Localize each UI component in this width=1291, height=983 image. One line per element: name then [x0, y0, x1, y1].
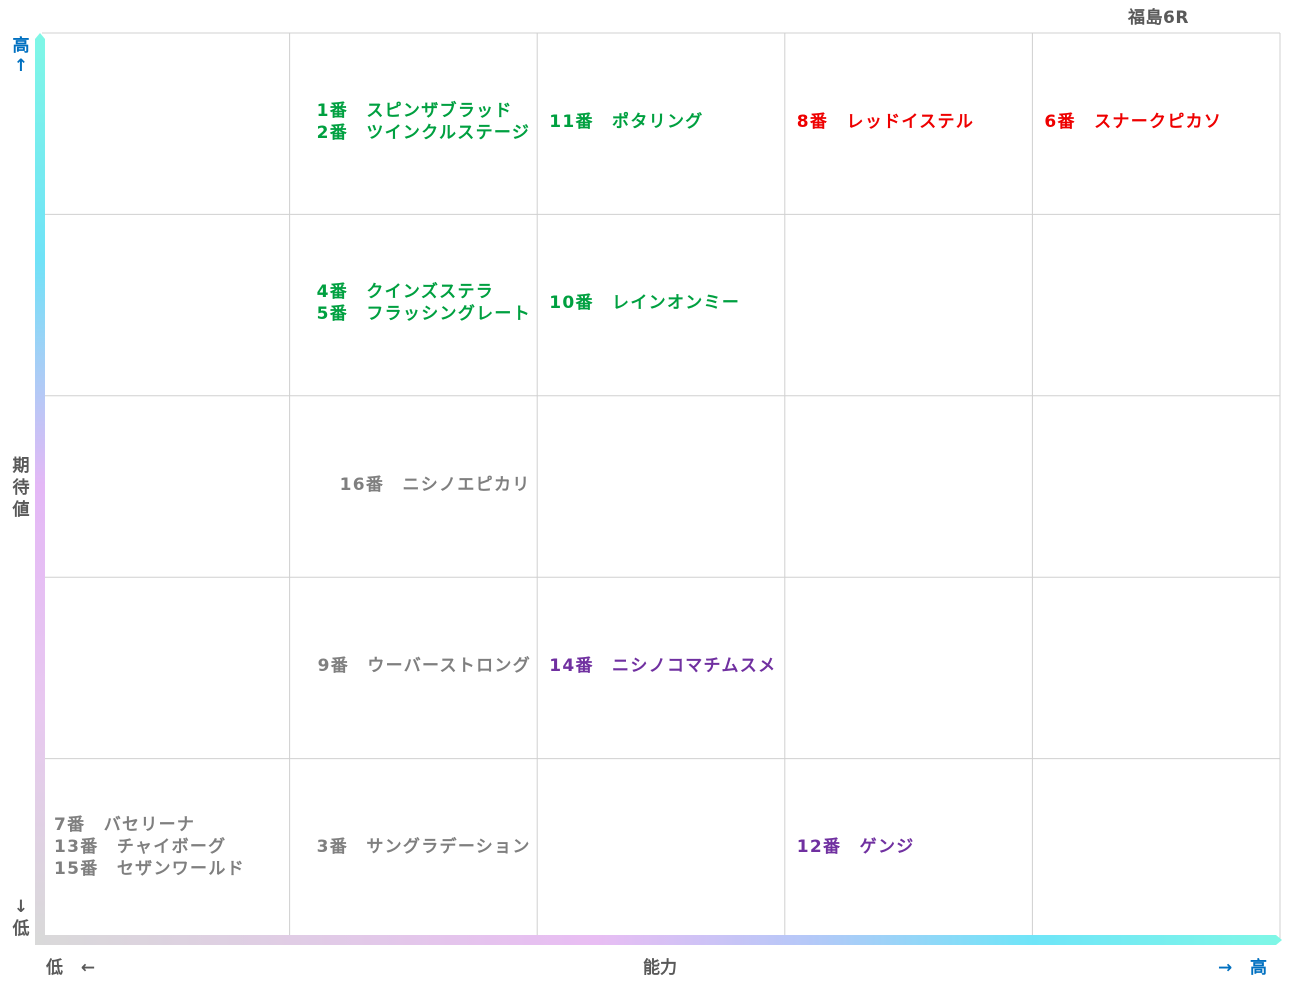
- y-axis-high-label: 高 ↑: [10, 35, 32, 77]
- y-axis-title-char: 期: [12, 456, 30, 476]
- x-axis-low-label: 低 ←: [46, 958, 96, 978]
- cell-entry: 4番 クインズステラ 5番 フラッシングレート: [317, 281, 531, 325]
- grid-lines: [42, 32, 1281, 940]
- x-axis-arrow: [35, 935, 1282, 945]
- horse-label: 15番 セザンワールド: [54, 859, 245, 880]
- horse-label: 6番 スナークピカソ: [1044, 111, 1223, 132]
- y-axis-down-arrow: ↓: [13, 897, 29, 917]
- horse-label: 13番 チャイボーグ: [54, 837, 227, 858]
- horse-label: 16番 ニシノエピカリ: [339, 474, 531, 495]
- y-axis-title: 期待値: [10, 455, 32, 521]
- horse-label: 1番 スピンザブラッド: [316, 100, 513, 121]
- axes: [35, 33, 1282, 945]
- horse-label: 8番 レッドイステル: [796, 111, 975, 132]
- race-title: 福島6R: [1128, 8, 1189, 28]
- cell-entry: 7番 バセリーナ 13番 チャイボーグ 15番 セザンワールド: [54, 814, 245, 880]
- horse-label: 12番 ゲンジ: [796, 837, 915, 858]
- y-axis-low-label: ↓ 低: [10, 896, 32, 940]
- cell-entry: 6番 スナークピカソ: [1044, 111, 1222, 133]
- horse-label: 10番 レインオンミー: [549, 293, 741, 314]
- cell-entry: 11番 ポタリング: [549, 111, 703, 133]
- x-axis-right-arrow: →: [1218, 958, 1233, 978]
- cell-entry: 8番 レッドイステル: [797, 111, 974, 133]
- horse-label: 2番 ツインクルステージ: [316, 122, 531, 143]
- x-axis-title: 能力: [643, 958, 677, 978]
- horse-label: 14番 ニシノコマチムスメ: [549, 655, 777, 676]
- y-axis-up-arrow: ↑: [13, 56, 29, 76]
- cell-entry: 16番 ニシノエピカリ: [340, 474, 531, 496]
- cell-entry: 1番 スピンザブラッド 2番 ツインクルステージ: [317, 100, 531, 144]
- cell-entry: 10番 レインオンミー: [549, 292, 740, 314]
- x-axis-high-label: → 高: [1218, 958, 1268, 978]
- x-axis-left-arrow: ←: [80, 958, 96, 978]
- cell-entry: 14番 ニシノコマチムスメ: [549, 655, 776, 677]
- horse-label: 7番 バセリーナ: [54, 815, 196, 836]
- horse-label: 5番 フラッシングレート: [316, 304, 532, 325]
- cell-entry: 3番 サングラデーション: [317, 836, 531, 858]
- horse-label: 4番 クインズステラ: [316, 282, 495, 303]
- horse-label: 11番 ポタリング: [549, 111, 704, 132]
- horse-label: 9番 ウーバーストロング: [317, 655, 532, 676]
- y-axis-arrow: [35, 33, 45, 938]
- cell-entry: 9番 ウーバーストロング: [318, 655, 531, 677]
- horse-label: 3番 サングラデーション: [316, 837, 531, 858]
- cell-entry: 12番 ゲンジ: [797, 836, 915, 858]
- y-axis-title-char: 値: [12, 500, 30, 520]
- y-axis-title-char: 待: [12, 478, 30, 498]
